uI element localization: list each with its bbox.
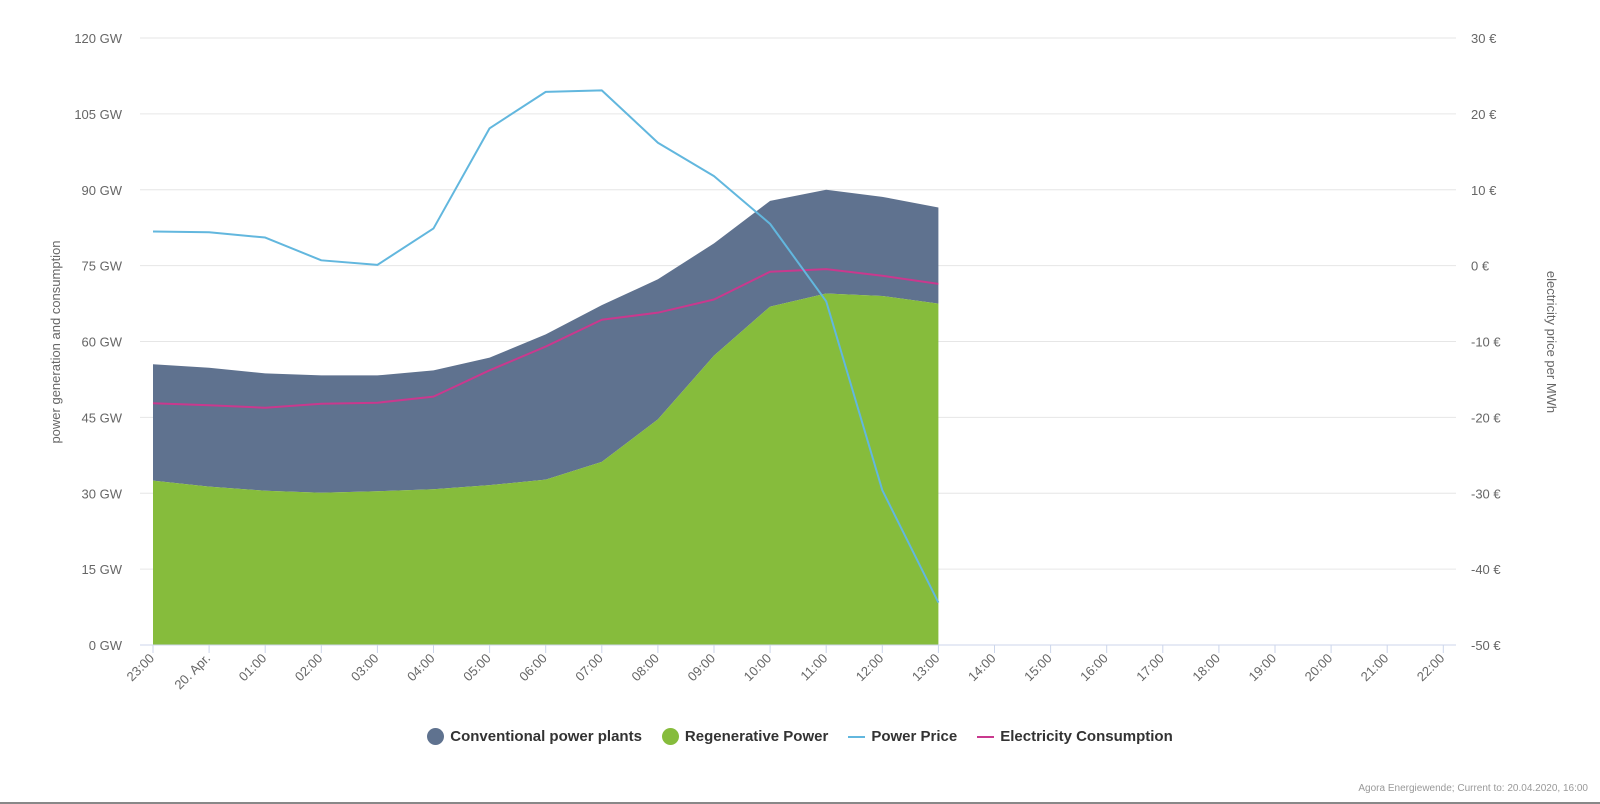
x-tick-label: 15:00 bbox=[1021, 651, 1055, 685]
x-tick-label: 16:00 bbox=[1077, 651, 1111, 685]
y-left-tick-label: 0 GW bbox=[89, 638, 123, 653]
y-right-tick-label: -20 € bbox=[1471, 410, 1501, 425]
y-right-tick-label: -10 € bbox=[1471, 335, 1501, 350]
legend-label-regenerative: Regenerative Power bbox=[684, 728, 829, 745]
y-left-tick-label: 75 GW bbox=[82, 259, 123, 274]
x-tick-label: 12:00 bbox=[853, 651, 887, 685]
legend-item-consumption[interactable]: Electricity Consumption bbox=[977, 728, 1173, 745]
legend: Conventional power plants Regenerative P… bbox=[0, 728, 1600, 745]
x-tick-label: 09:00 bbox=[685, 651, 719, 685]
y-right-axis-title: electricity price per MWh bbox=[1544, 271, 1559, 413]
y-left-tick-label: 60 GW bbox=[82, 335, 123, 350]
x-tick-label: 06:00 bbox=[516, 651, 550, 685]
line-electricity-consumption bbox=[152, 268, 939, 409]
line-power-price bbox=[152, 89, 940, 603]
x-tick-label: 20. Apr. bbox=[171, 651, 213, 693]
legend-label-consumption: Electricity Consumption bbox=[1000, 728, 1173, 745]
y-left-tick-label: 45 GW bbox=[82, 410, 123, 425]
credits: Agora Energiewende; Current to: 20.04.20… bbox=[1358, 783, 1588, 794]
x-tick-label: 14:00 bbox=[965, 651, 999, 685]
line-series bbox=[152, 89, 940, 603]
y-left-tick-label: 120 GW bbox=[74, 31, 122, 46]
y-left-tick-label: 30 GW bbox=[82, 486, 123, 501]
x-tick-label: 22:00 bbox=[1414, 651, 1448, 685]
area-conventional-power-plants bbox=[153, 189, 939, 493]
x-tick-label: 04:00 bbox=[404, 651, 438, 685]
x-tick-label: 08:00 bbox=[628, 651, 662, 685]
y-right-tick-label: 0 € bbox=[1471, 259, 1490, 274]
x-tick-label: 03:00 bbox=[348, 651, 382, 685]
bottom-border bbox=[0, 802, 1600, 804]
x-tick-label: 21:00 bbox=[1358, 651, 1392, 685]
legend-label-power-price: Power Price bbox=[871, 728, 958, 745]
x-tick-label: 05:00 bbox=[460, 651, 494, 685]
x-tick-label: 01:00 bbox=[236, 651, 270, 685]
area-regenerative-power bbox=[153, 293, 939, 645]
legend-label-conventional: Conventional power plants bbox=[450, 728, 642, 745]
legend-symbol-consumption bbox=[977, 735, 995, 738]
y-right-tick-label: -40 € bbox=[1471, 562, 1501, 577]
legend-symbol-regenerative bbox=[661, 728, 679, 745]
legend-item-power-price[interactable]: Power Price bbox=[848, 728, 957, 745]
legend-item-conventional[interactable]: Conventional power plants bbox=[427, 728, 642, 745]
y-right-tick-label: -50 € bbox=[1471, 638, 1501, 653]
x-tick-label: 02:00 bbox=[292, 651, 326, 685]
y-left-tick-label: 15 GW bbox=[82, 562, 123, 577]
x-tick-label: 13:00 bbox=[909, 651, 943, 685]
x-tick-label: 19:00 bbox=[1246, 651, 1280, 685]
y-right-tick-label: 10 € bbox=[1471, 183, 1497, 198]
x-tick-label: 18:00 bbox=[1189, 651, 1223, 685]
x-tick-label: 10:00 bbox=[741, 651, 775, 685]
legend-symbol-power-price bbox=[848, 735, 866, 738]
y-right-tick-label: -30 € bbox=[1471, 486, 1501, 501]
y-left-tick-label: 105 GW bbox=[74, 107, 122, 122]
y-right-tick-label: 30 € bbox=[1471, 31, 1497, 46]
x-tick-label: 20:00 bbox=[1302, 651, 1336, 685]
legend-item-regenerative[interactable]: Regenerative Power bbox=[661, 728, 829, 745]
x-tick-label: 11:00 bbox=[797, 651, 830, 684]
x-tick-label: 23:00 bbox=[124, 651, 158, 685]
x-tick-label: 17:00 bbox=[1133, 651, 1167, 685]
area-series bbox=[153, 189, 939, 645]
x-tick-label: 07:00 bbox=[572, 651, 606, 685]
legend-symbol-conventional bbox=[427, 728, 445, 745]
y-left-axis-title: power generation and consumption bbox=[48, 240, 63, 443]
y-right-tick-label: 20 € bbox=[1471, 107, 1497, 122]
y-left-tick-label: 90 GW bbox=[82, 183, 123, 198]
